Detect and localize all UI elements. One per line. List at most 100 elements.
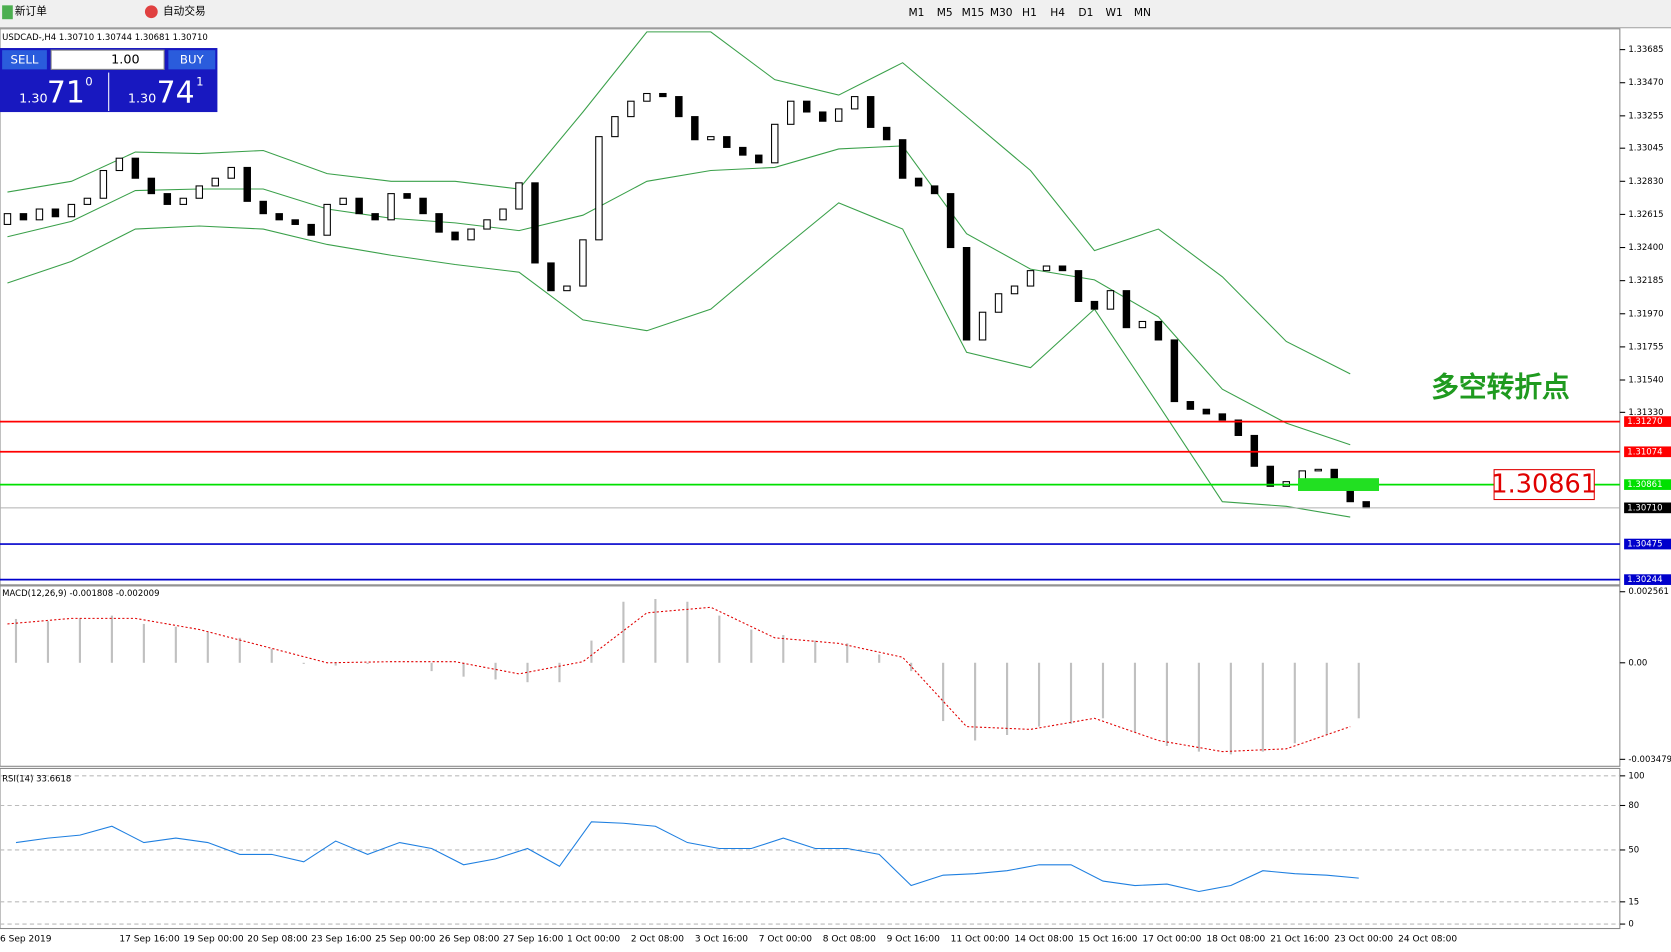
sell-label[interactable]: SELL bbox=[11, 52, 39, 66]
candle bbox=[195, 185, 204, 199]
timeframe[interactable]: MN bbox=[1134, 6, 1151, 19]
candle bbox=[1058, 265, 1067, 272]
rsi-pane bbox=[0, 767, 1621, 930]
timeframe[interactable]: M1 bbox=[909, 6, 925, 19]
timeframe[interactable]: M15 bbox=[962, 6, 985, 19]
candle bbox=[483, 219, 491, 230]
bid-pips: 71 bbox=[47, 75, 85, 110]
candle bbox=[707, 136, 715, 141]
level-label: 1.31074 bbox=[1627, 447, 1662, 457]
x-tick-label: 9 Oct 16:00 bbox=[887, 935, 940, 945]
candle bbox=[1138, 320, 1147, 329]
level-tag bbox=[1624, 416, 1671, 427]
candle bbox=[275, 213, 283, 221]
candle bbox=[834, 108, 843, 122]
bid-big: 1.30 bbox=[19, 92, 47, 107]
level-label: 1.31270 bbox=[1627, 417, 1662, 427]
candle bbox=[1202, 408, 1211, 415]
auto-trade-icon[interactable] bbox=[144, 5, 158, 19]
y-tick-label: 1.33470 bbox=[1628, 78, 1663, 88]
x-tick-label: 21 Oct 16:00 bbox=[1270, 935, 1329, 945]
candle bbox=[51, 208, 60, 218]
x-tick-label: 25 Sep 00:00 bbox=[375, 935, 436, 945]
candle bbox=[163, 193, 172, 205]
x-tick-label: 15 Oct 16:00 bbox=[1078, 935, 1137, 945]
rsi-line bbox=[15, 821, 1359, 893]
candle bbox=[850, 96, 859, 110]
timeframe[interactable]: D1 bbox=[1078, 6, 1093, 19]
marker-zone bbox=[1298, 478, 1380, 491]
candle bbox=[19, 213, 28, 221]
candle bbox=[291, 219, 299, 225]
timeframes: M1 M5 M15 M30 H1 H4 D1 W1 MN bbox=[909, 6, 1151, 19]
buy-label[interactable]: BUY bbox=[180, 52, 205, 66]
candle bbox=[259, 200, 267, 215]
pane-title: MACD(12,26,9) -0.001808 -0.002009 bbox=[2, 589, 159, 599]
candle bbox=[547, 262, 555, 292]
candle bbox=[818, 111, 827, 122]
candle bbox=[946, 193, 955, 249]
y-tick-label: 1.33255 bbox=[1628, 111, 1663, 121]
trade-panel: SELL 1.00 BUY 1.30 71 0 1.30 74 1 bbox=[0, 48, 218, 113]
candle bbox=[323, 203, 331, 236]
y-tick-label: 1.33685 bbox=[1628, 45, 1663, 55]
candle bbox=[643, 92, 651, 102]
new-order[interactable]: 新订单 bbox=[15, 5, 47, 18]
candle bbox=[1250, 434, 1259, 467]
x-tick-label: 17 Oct 00:00 bbox=[1142, 935, 1201, 945]
timeframe[interactable]: H4 bbox=[1050, 6, 1065, 19]
y-tick-label: 1.32615 bbox=[1628, 210, 1663, 220]
candle bbox=[1186, 401, 1195, 410]
candle bbox=[691, 116, 699, 141]
ask-big: 1.30 bbox=[128, 92, 156, 107]
candle bbox=[1218, 413, 1227, 421]
y-tick-label: 1.31540 bbox=[1628, 375, 1663, 385]
ask-frac: 1 bbox=[196, 75, 203, 89]
buy-button[interactable] bbox=[168, 50, 216, 70]
y-tick-label: 1.31330 bbox=[1628, 408, 1663, 418]
candle bbox=[914, 177, 923, 187]
y-tick-label: 100 bbox=[1628, 771, 1644, 781]
candle bbox=[595, 136, 603, 241]
level-tag bbox=[1624, 479, 1671, 490]
candle bbox=[35, 208, 44, 221]
y-tick-label: 15 bbox=[1628, 897, 1639, 907]
auto-trade[interactable]: 自动交易 bbox=[163, 5, 206, 18]
x-tick-label: 14 Oct 08:00 bbox=[1015, 935, 1074, 945]
candle bbox=[1362, 501, 1370, 509]
x-tick-label: 20 Sep 08:00 bbox=[247, 935, 308, 945]
candle bbox=[115, 157, 124, 172]
candle bbox=[1266, 465, 1275, 487]
rsi-chart: 100 80 50 15 0 RSI(14) 33.6618 bbox=[0, 771, 1645, 930]
level-tag bbox=[1624, 574, 1671, 585]
new-order-icon[interactable] bbox=[2, 5, 13, 20]
x-tick-label: 26 Sep 08:00 bbox=[439, 935, 500, 945]
lot-value[interactable]: 1.00 bbox=[111, 52, 139, 67]
y-tick-label: 1.32400 bbox=[1628, 243, 1663, 253]
timeframe[interactable]: M5 bbox=[937, 6, 953, 19]
candle bbox=[930, 185, 939, 195]
sell-button[interactable] bbox=[2, 50, 47, 70]
candle bbox=[1234, 419, 1243, 436]
lot-input[interactable] bbox=[50, 49, 165, 70]
level-tag bbox=[1624, 538, 1671, 550]
candle bbox=[787, 100, 795, 125]
y-tick-label: 0.00 bbox=[1628, 658, 1647, 668]
timeframe[interactable]: H1 bbox=[1022, 6, 1037, 19]
level-label: 1.30861 bbox=[1627, 480, 1662, 490]
macd-signal bbox=[7, 606, 1351, 753]
candle bbox=[227, 166, 235, 179]
timeframe[interactable]: W1 bbox=[1106, 6, 1123, 19]
candle bbox=[659, 92, 667, 98]
x-tick-label: 2 Oct 08:00 bbox=[631, 935, 684, 945]
candle bbox=[1074, 270, 1083, 302]
bollinger-upper bbox=[7, 31, 1351, 375]
candle bbox=[83, 197, 92, 205]
candle bbox=[723, 136, 731, 148]
candle bbox=[978, 311, 987, 341]
timeframe[interactable]: M30 bbox=[990, 6, 1013, 19]
candle bbox=[67, 203, 76, 218]
candle bbox=[531, 182, 539, 264]
candle bbox=[802, 100, 811, 113]
